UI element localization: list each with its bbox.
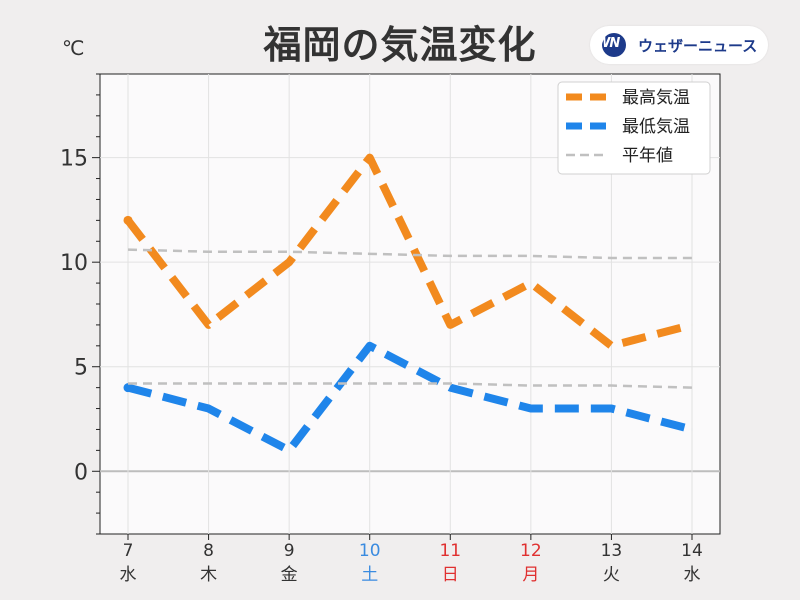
x-tick-label-date: 12 (520, 541, 542, 561)
data-point (368, 344, 371, 347)
y-tick-label: 10 (60, 251, 88, 276)
y-tick-label: 5 (74, 356, 88, 381)
x-tick-label-date: 11 (439, 541, 461, 561)
legend-label: 平年値 (622, 146, 673, 166)
legend-box (557, 81, 711, 175)
x-tick-label-date: 7 (123, 541, 134, 561)
y-tick-label: 15 (60, 147, 88, 172)
x-tick-label-day: 日 (442, 565, 459, 585)
data-point (449, 323, 452, 326)
series-start-point (123, 383, 133, 393)
data-point (288, 449, 291, 452)
x-tick-label-date: 10 (359, 541, 381, 561)
data-point (368, 156, 371, 159)
weathernews-logo-icon (602, 33, 626, 57)
data-point (691, 428, 694, 431)
series-start-point (123, 215, 133, 225)
data-point (691, 323, 694, 326)
series-line-2 (126, 341, 694, 455)
data-point (207, 407, 210, 410)
series-line-4 (128, 382, 693, 389)
x-tick-label-day: 木 (200, 565, 217, 585)
x-tick-label-date: 13 (601, 541, 623, 561)
x-tick-label-day: 土 (361, 565, 378, 585)
weathernews-logo-text: WN (596, 36, 620, 51)
legend-label: 最低気温 (622, 117, 690, 137)
legend-label: 最高気温 (622, 88, 690, 108)
x-tick-label-date: 9 (284, 541, 295, 561)
data-point (127, 386, 130, 389)
data-point (529, 407, 532, 410)
data-point (288, 261, 291, 264)
x-tick-label-date: 8 (203, 541, 214, 561)
data-point (449, 386, 452, 389)
y-tick-label: 0 (74, 460, 88, 485)
x-tick-label-day: 月 (522, 565, 539, 585)
x-tick-label-date: 14 (681, 541, 703, 561)
data-point (207, 323, 210, 326)
data-point (529, 282, 532, 285)
data-point (127, 219, 130, 222)
brand-name: ウェザーニュース (638, 37, 758, 55)
series-line-3 (127, 248, 692, 260)
x-tick-label-day: 水 (120, 565, 137, 585)
data-point (610, 344, 613, 347)
chart-title: 福岡の気温変化 (263, 23, 537, 67)
series-line-1 (124, 153, 694, 350)
data-point (610, 407, 613, 410)
x-tick-label-day: 火 (603, 565, 620, 585)
x-tick-label-day: 水 (684, 565, 701, 585)
y-axis-unit: ℃ (62, 36, 85, 60)
weathernews-badge: WN ウェザーニュース (590, 26, 768, 64)
x-tick-label-day: 金 (281, 565, 298, 585)
